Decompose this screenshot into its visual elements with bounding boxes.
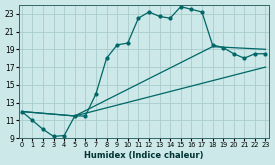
X-axis label: Humidex (Indice chaleur): Humidex (Indice chaleur) (84, 151, 204, 160)
